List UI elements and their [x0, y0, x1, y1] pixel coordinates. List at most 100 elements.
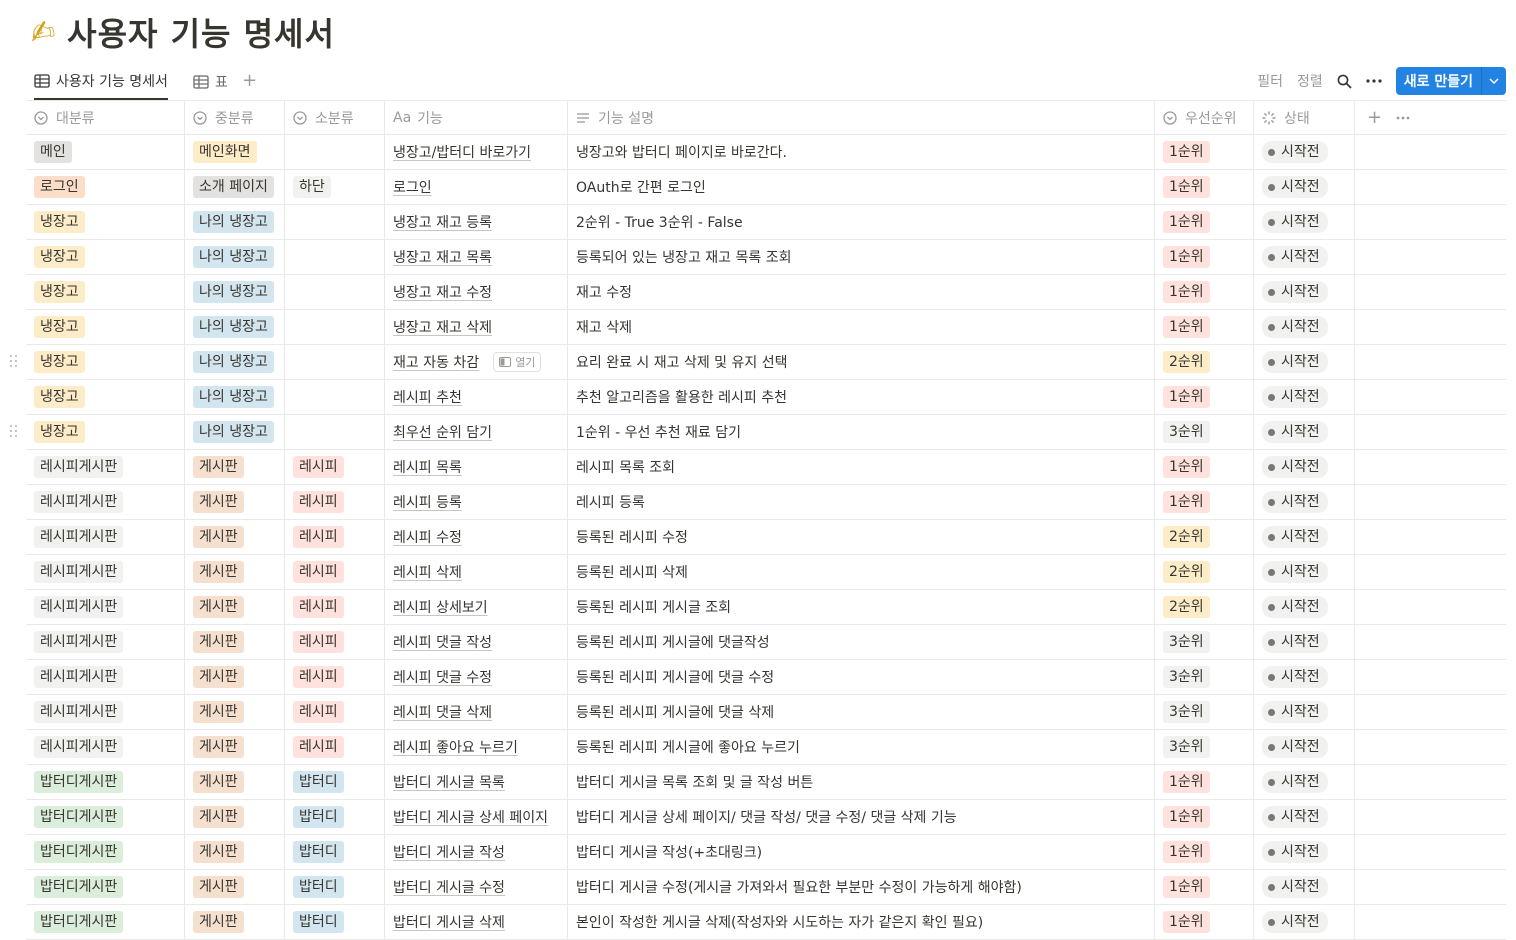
feature-description-cell[interactable]: 등록된 레시피 게시글에 댓글 수정: [568, 660, 1155, 694]
priority-tag-cell[interactable]: 3순위: [1155, 695, 1254, 729]
status-cell[interactable]: 시작전: [1254, 730, 1355, 764]
subcategory-tag-cell[interactable]: 나의 냉장고: [185, 275, 285, 309]
table-row[interactable]: 레시피게시판 게시판 레시피 레시피 상세보기 등록된 레시피 게시글 조회 2순위 시작전: [26, 590, 1506, 625]
feature-description-cell[interactable]: 레시피 등록: [568, 485, 1155, 519]
subcategory-tag-cell[interactable]: 게시판: [185, 590, 285, 624]
status-cell[interactable]: 시작전: [1254, 345, 1355, 379]
drag-handle-icon[interactable]: [10, 355, 20, 369]
feature-name-cell[interactable]: 레시피 댓글 삭제: [385, 695, 568, 729]
feature-description-cell[interactable]: 냉장고와 밥터디 페이지로 바로간다.: [568, 135, 1155, 169]
subsubcategory-cell[interactable]: [285, 345, 385, 379]
category-tag-cell[interactable]: 냉장고: [26, 310, 185, 344]
subcategory-tag-cell[interactable]: 나의 냉장고: [185, 205, 285, 239]
feature-name-cell[interactable]: 냉장고 재고 등록: [385, 205, 568, 239]
table-row[interactable]: 레시피게시판 게시판 레시피 레시피 댓글 삭제 등록된 레시피 게시글에 댓글 삭제 3…: [26, 695, 1506, 730]
category-tag-cell[interactable]: 레시피게시판: [26, 520, 185, 554]
more-options-icon[interactable]: [1396, 116, 1410, 120]
table-row[interactable]: 냉장고 나의 냉장고 재고 자동 차감 열기 요리 완료 시 재고 삭제 및 유지 선택…: [10, 345, 1506, 380]
feature-description-cell[interactable]: 등록된 레시피 게시글에 좋아요 누르기: [568, 730, 1155, 764]
feature-name-cell[interactable]: 레시피 삭제: [385, 555, 568, 589]
subsubcategory-tag-cell[interactable]: 레시피: [285, 555, 385, 589]
column-header-description[interactable]: 기능 설명: [568, 101, 1155, 134]
subcategory-tag-cell[interactable]: 소개 페이지: [185, 170, 285, 204]
feature-description-cell[interactable]: 추천 알고리즘을 활용한 레시피 추천: [568, 380, 1155, 414]
table-row[interactable]: 레시피게시판 게시판 레시피 레시피 댓글 수정 등록된 레시피 게시글에 댓글 수정 3…: [26, 660, 1506, 695]
table-row[interactable]: 냉장고 나의 냉장고 레시피 추천 추천 알고리즘을 활용한 레시피 추천 1순위 시작전: [26, 380, 1506, 415]
feature-description-cell[interactable]: 등록된 레시피 게시글에 댓글작성: [568, 625, 1155, 659]
subcategory-tag-cell[interactable]: 게시판: [185, 800, 285, 834]
priority-tag-cell[interactable]: 3순위: [1155, 730, 1254, 764]
category-tag-cell[interactable]: 레시피게시판: [26, 660, 185, 694]
status-cell[interactable]: 시작전: [1254, 380, 1355, 414]
subcategory-tag-cell[interactable]: 나의 냉장고: [185, 240, 285, 274]
table-row[interactable]: 냉장고 나의 냉장고 냉장고 재고 등록 2순위 - True 3순위 - False…: [26, 205, 1506, 240]
priority-tag-cell[interactable]: 1순위: [1155, 835, 1254, 869]
subsubcategory-tag-cell[interactable]: 레시피: [285, 590, 385, 624]
table-row[interactable]: 레시피게시판 게시판 레시피 레시피 목록 레시피 목록 조회 1순위 시작전: [26, 450, 1506, 485]
status-cell[interactable]: 시작전: [1254, 555, 1355, 589]
category-tag-cell[interactable]: 레시피게시판: [26, 485, 185, 519]
subcategory-tag-cell[interactable]: 게시판: [185, 660, 285, 694]
table-row[interactable]: 냉장고 나의 냉장고 냉장고 재고 목록 등록되어 있는 냉장고 재고 목록 조회 1순…: [26, 240, 1506, 275]
category-tag-cell[interactable]: 냉장고: [26, 345, 185, 379]
table-row[interactable]: 로그인 소개 페이지 하단 로그인 OAuth로 간편 로그인 1순위 시작전: [26, 170, 1506, 205]
feature-description-cell[interactable]: OAuth로 간편 로그인: [568, 170, 1155, 204]
new-button-label[interactable]: 새로 만들기: [1396, 67, 1482, 95]
table-row[interactable]: 레시피게시판 게시판 레시피 레시피 삭제 등록된 레시피 삭제 2순위 시작전: [26, 555, 1506, 590]
subsubcategory-cell[interactable]: [285, 415, 385, 449]
column-header-status[interactable]: 상태: [1254, 101, 1355, 134]
priority-tag-cell[interactable]: 1순위: [1155, 485, 1254, 519]
category-tag-cell[interactable]: 메인: [26, 135, 185, 169]
feature-description-cell[interactable]: 2순위 - True 3순위 - False: [568, 205, 1155, 239]
subsubcategory-tag-cell[interactable]: 레시피: [285, 450, 385, 484]
category-tag-cell[interactable]: 냉장고: [26, 380, 185, 414]
subsubcategory-tag-cell[interactable]: 레시피: [285, 695, 385, 729]
category-tag-cell[interactable]: 레시피게시판: [26, 590, 185, 624]
add-view-icon[interactable]: +: [242, 70, 258, 91]
open-page-button[interactable]: 열기: [493, 352, 542, 372]
more-options-icon[interactable]: [1366, 79, 1382, 83]
subsubcategory-tag-cell[interactable]: 하단: [285, 170, 385, 204]
status-cell[interactable]: 시작전: [1254, 205, 1355, 239]
priority-tag-cell[interactable]: 1순위: [1155, 135, 1254, 169]
column-header-subcategory[interactable]: 중분류: [185, 101, 285, 134]
feature-name-cell[interactable]: 레시피 등록: [385, 485, 568, 519]
subcategory-tag-cell[interactable]: 메인화면: [185, 135, 285, 169]
subsubcategory-cell[interactable]: [285, 275, 385, 309]
feature-name-cell[interactable]: 레시피 수정: [385, 520, 568, 554]
priority-tag-cell[interactable]: 1순위: [1155, 275, 1254, 309]
tab-spec-view[interactable]: 사용자 기능 명세서: [34, 64, 168, 100]
status-cell[interactable]: 시작전: [1254, 765, 1355, 799]
subsubcategory-tag-cell[interactable]: 밥터디: [285, 905, 385, 939]
subsubcategory-cell[interactable]: [285, 310, 385, 344]
category-tag-cell[interactable]: 밥터디게시판: [26, 905, 185, 939]
category-tag-cell[interactable]: 로그인: [26, 170, 185, 204]
status-cell[interactable]: 시작전: [1254, 485, 1355, 519]
subcategory-tag-cell[interactable]: 게시판: [185, 870, 285, 904]
feature-name-cell[interactable]: 밥터디 게시글 목록: [385, 765, 568, 799]
category-tag-cell[interactable]: 레시피게시판: [26, 625, 185, 659]
table-row[interactable]: 밥터디게시판 게시판 밥터디 밥터디 게시글 삭제 본인이 작성한 게시글 삭제(작성자…: [26, 905, 1506, 940]
new-button[interactable]: 새로 만들기: [1395, 67, 1506, 95]
subcategory-tag-cell[interactable]: 나의 냉장고: [185, 345, 285, 379]
subsubcategory-tag-cell[interactable]: 레시피: [285, 660, 385, 694]
feature-description-cell[interactable]: 1순위 - 우선 추천 재료 담기: [568, 415, 1155, 449]
priority-tag-cell[interactable]: 1순위: [1155, 310, 1254, 344]
feature-name-cell[interactable]: 레시피 추천: [385, 380, 568, 414]
priority-tag-cell[interactable]: 3순위: [1155, 625, 1254, 659]
status-cell[interactable]: 시작전: [1254, 170, 1355, 204]
feature-name-cell[interactable]: 밥터디 게시글 삭제: [385, 905, 568, 939]
subsubcategory-tag-cell[interactable]: 밥터디: [285, 870, 385, 904]
category-tag-cell[interactable]: 냉장고: [26, 275, 185, 309]
category-tag-cell[interactable]: 레시피게시판: [26, 450, 185, 484]
priority-tag-cell[interactable]: 2순위: [1155, 345, 1254, 379]
category-tag-cell[interactable]: 밥터디게시판: [26, 765, 185, 799]
subcategory-tag-cell[interactable]: 게시판: [185, 485, 285, 519]
priority-tag-cell[interactable]: 3순위: [1155, 660, 1254, 694]
status-cell[interactable]: 시작전: [1254, 870, 1355, 904]
subsubcategory-tag-cell[interactable]: 레시피: [285, 730, 385, 764]
status-cell[interactable]: 시작전: [1254, 625, 1355, 659]
status-cell[interactable]: 시작전: [1254, 135, 1355, 169]
subsubcategory-tag-cell[interactable]: 레시피: [285, 485, 385, 519]
add-property-icon[interactable]: +: [1367, 107, 1383, 128]
